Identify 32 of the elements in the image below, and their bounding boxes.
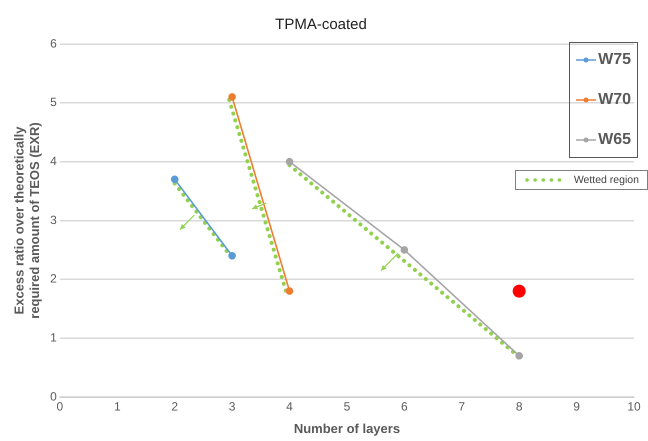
x-tick-label: 2 <box>171 400 178 414</box>
point <box>286 287 294 295</box>
point <box>512 284 526 298</box>
y-tick-label: 0 <box>50 389 58 404</box>
x-tick-label: 8 <box>516 400 523 414</box>
y-axis-title: Excess ratio over theoretically required amount of TEOS (EXR) <box>11 122 42 319</box>
x-tick-label: 6 <box>401 400 408 414</box>
y-tick-label: 1 <box>50 330 58 344</box>
y-tick-label: 5 <box>50 95 58 110</box>
point <box>400 246 408 254</box>
point <box>170 176 178 184</box>
y-tick-label: 6 <box>50 36 58 50</box>
point <box>286 158 294 166</box>
point <box>228 93 236 101</box>
y-tick-label: 3 <box>50 212 58 227</box>
point <box>228 252 236 260</box>
x-tick-label: 1 <box>114 400 121 414</box>
chart-title: TPMA-coated <box>275 16 367 34</box>
x-tick-label: 9 <box>573 400 580 414</box>
legend-label: W75 <box>598 51 631 69</box>
x-tick-label: 3 <box>228 400 236 414</box>
legend-label: W70 <box>598 91 631 109</box>
x-axis-title: Number of layers <box>294 420 400 436</box>
point <box>515 352 523 360</box>
x-tick-label: 10 <box>627 400 641 414</box>
x-tick-label: 7 <box>458 400 466 414</box>
legend-label: Wetted region <box>574 174 639 186</box>
y-tick-label: 4 <box>50 154 58 168</box>
x-tick-label: 4 <box>286 400 294 414</box>
x-tick-label: 5 <box>344 400 351 414</box>
y-tick-label: 2 <box>50 272 58 286</box>
legend-label: W65 <box>598 131 631 149</box>
